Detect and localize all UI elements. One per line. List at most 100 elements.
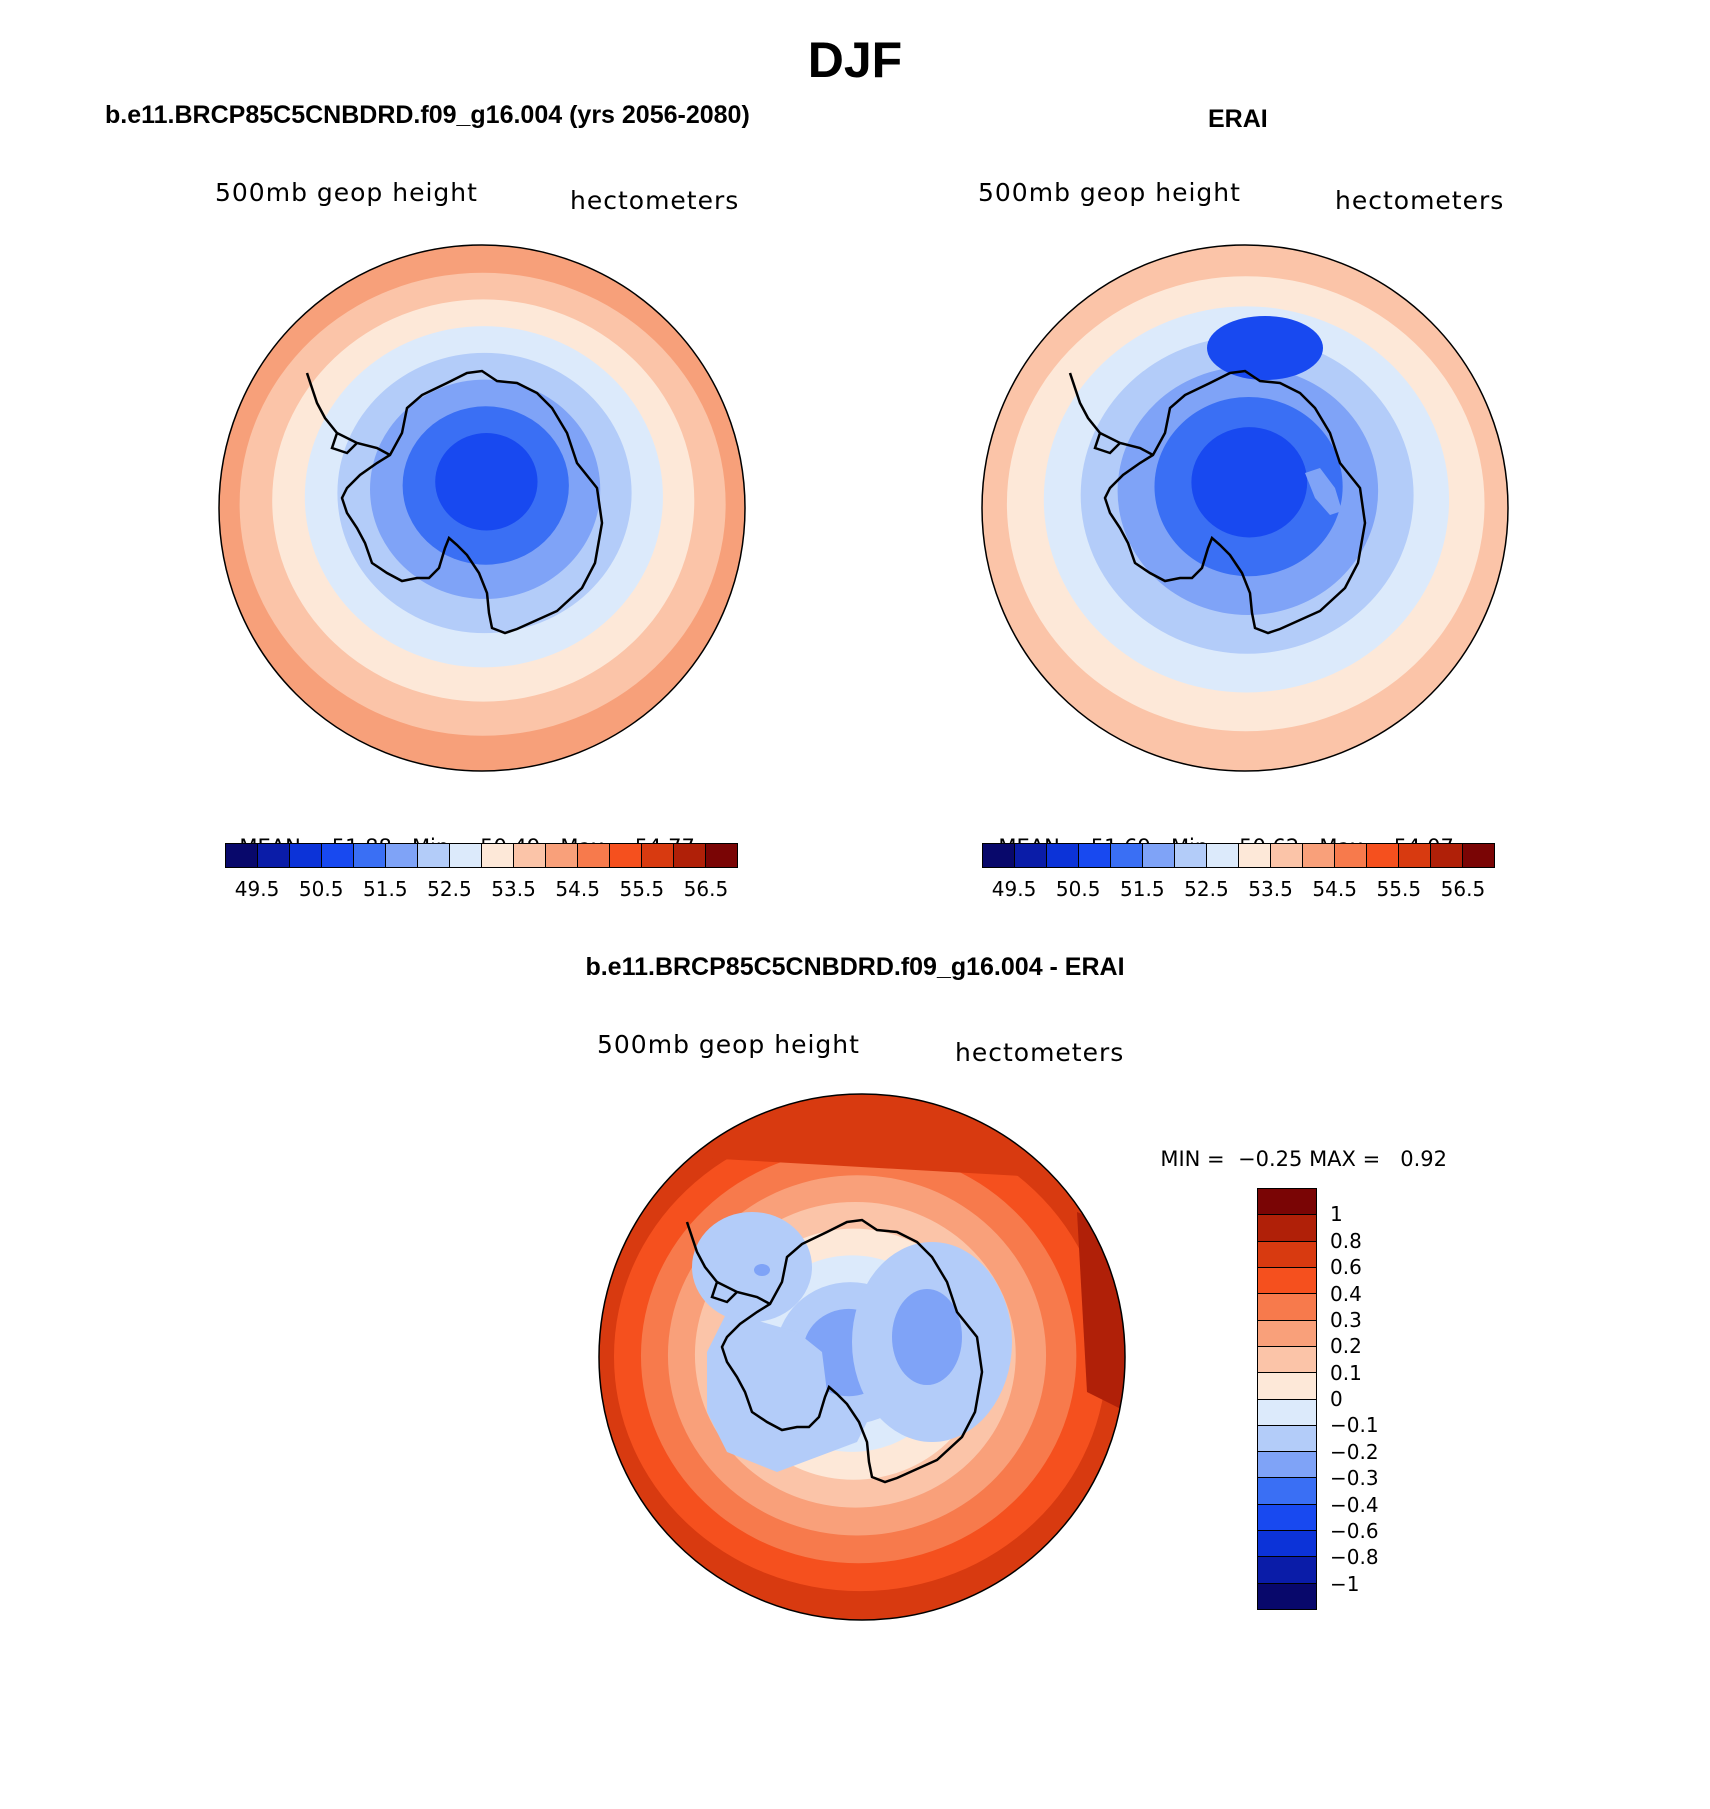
diff-max-value: 0.92 xyxy=(1400,1147,1448,1171)
colorbar-swatch xyxy=(1111,844,1143,867)
colorbar-swatch xyxy=(1258,1504,1316,1532)
colorbar-swatch xyxy=(1258,1478,1316,1505)
colorbar-tick-label: 0.2 xyxy=(1330,1334,1362,1359)
colorbar-swatch xyxy=(258,844,290,867)
colorbar-tick-label: 54.5 xyxy=(555,877,600,901)
diff-colorbar-ticks: 1 0.8 0.6 0.4 0.3 0.2 0.1 0 −0.1 −0.2 −0.3 −0.4 −0.6… xyxy=(1330,1188,1410,1610)
colorbar-tick-label: 56.5 xyxy=(683,877,729,901)
colorbar-tick-label: 50.5 xyxy=(298,877,344,901)
diff-polar-map xyxy=(598,1093,1126,1621)
colorbar-swatch xyxy=(1258,1452,1316,1479)
colorbar-swatch xyxy=(642,844,674,867)
obs-variable-label: 500mb geop height xyxy=(978,178,1241,207)
colorbar-swatch xyxy=(482,844,514,867)
diff-variable-label: 500mb geop height xyxy=(597,1030,860,1059)
colorbar-swatch xyxy=(1258,1320,1316,1347)
colorbar-tick-label: 55.5 xyxy=(1376,877,1422,901)
colorbar-tick-label: −0.1 xyxy=(1330,1413,1379,1438)
colorbar-swatch xyxy=(1399,844,1431,867)
colorbar-tick-label: 51.5 xyxy=(363,877,408,901)
colorbar-swatch xyxy=(1367,844,1399,867)
main-title: DJF xyxy=(807,32,903,88)
colorbar-swatch xyxy=(610,844,642,867)
colorbar-swatch xyxy=(1258,1241,1316,1268)
colorbar-tick-label: 0.8 xyxy=(1330,1228,1362,1253)
contour-band xyxy=(1191,427,1308,538)
colorbar-swatch xyxy=(1258,1399,1316,1426)
obs-colorbar-ticks: 49.5 50.5 51.5 52.5 53.5 54.5 55.5 56.5 xyxy=(982,877,1495,903)
colorbar-tick-label: −0.3 xyxy=(1330,1466,1379,1491)
colorbar-swatch xyxy=(1258,1557,1316,1584)
colorbar-swatch xyxy=(322,844,354,867)
obs-units-label: hectometers xyxy=(1335,186,1505,215)
colorbar-tick-label: 0.3 xyxy=(1330,1307,1362,1332)
diff-min-label: MIN = xyxy=(1160,1147,1225,1171)
colorbar-swatch xyxy=(386,844,418,867)
colorbar-swatch xyxy=(1258,1531,1316,1558)
colorbar-tick-label: −1 xyxy=(1330,1571,1360,1596)
colorbar-tick-label: 55.5 xyxy=(619,877,665,901)
colorbar-swatch xyxy=(450,844,482,867)
colorbar-swatch xyxy=(226,844,258,867)
model-panel-title: b.e11.BRCP85C5CNBDRD.f09_g16.004 (yrs 20… xyxy=(105,101,750,129)
model-units-label: hectometers xyxy=(570,186,740,215)
colorbar-tick-label: 56.5 xyxy=(1440,877,1486,901)
colorbar-tick-label: −0.8 xyxy=(1330,1545,1379,1570)
colorbar-swatch xyxy=(1207,844,1239,867)
colorbar-swatch xyxy=(1143,844,1175,867)
colorbar-tick-label: 49.5 xyxy=(234,877,280,901)
colorbar-tick-label: 0.4 xyxy=(1330,1281,1362,1306)
model-colorbar xyxy=(225,843,738,868)
model-colorbar-ticks: 49.5 50.5 51.5 52.5 53.5 54.5 55.5 56.5 xyxy=(225,877,738,903)
colorbar-swatch xyxy=(1271,844,1303,867)
colorbar-swatch xyxy=(354,844,386,867)
colorbar-tick-label: 53.5 xyxy=(491,877,536,901)
colorbar-tick-label: 1 xyxy=(1330,1202,1343,1227)
colorbar-swatch xyxy=(1258,1373,1316,1400)
colorbar-swatch xyxy=(290,844,322,867)
diff-units-label: hectometers xyxy=(955,1038,1125,1067)
colorbar-swatch xyxy=(1303,844,1335,867)
diff-panel-title: b.e11.BRCP85C5CNBDRD.f09_g16.004 - ERAI xyxy=(585,953,1125,981)
colorbar-swatch xyxy=(1015,844,1047,867)
colorbar-tick-label: 52.5 xyxy=(427,877,472,901)
diff-min-value: −0.25 xyxy=(1238,1147,1303,1171)
model-polar-map xyxy=(218,244,746,772)
colorbar-tick-label: 0 xyxy=(1330,1387,1343,1411)
colorbar-tick-label: 51.5 xyxy=(1120,877,1165,901)
contour-band xyxy=(435,433,538,531)
colorbar-swatch xyxy=(1335,844,1367,867)
colorbar-tick-label: 49.5 xyxy=(991,877,1037,901)
colorbar-swatch xyxy=(1431,844,1463,867)
model-variable-label: 500mb geop height xyxy=(215,178,478,207)
colorbar-tick-label: 53.5 xyxy=(1248,877,1293,901)
colorbar-tick-label: −0.6 xyxy=(1330,1518,1379,1543)
colorbar-tick-label: 54.5 xyxy=(1312,877,1357,901)
colorbar-tick-label: 0.1 xyxy=(1330,1360,1362,1385)
obs-colorbar xyxy=(982,843,1495,868)
diff-max-label: MAX = xyxy=(1309,1147,1381,1171)
colorbar-swatch xyxy=(1258,1267,1316,1295)
colorbar-swatch xyxy=(1175,844,1207,867)
obs-panel-title: ERAI xyxy=(1208,105,1268,133)
colorbar-tick-label: 52.5 xyxy=(1184,877,1229,901)
colorbar-swatch xyxy=(1258,1215,1316,1242)
colorbar-swatch xyxy=(514,844,546,867)
colorbar-swatch xyxy=(1258,1583,1316,1609)
colorbar-tick-label: 0.6 xyxy=(1330,1255,1362,1280)
colorbar-swatch xyxy=(1258,1346,1316,1374)
colorbar-swatch xyxy=(1079,844,1111,867)
colorbar-swatch xyxy=(706,844,737,867)
obs-polar-map xyxy=(981,244,1509,772)
diff-colorbar xyxy=(1257,1188,1317,1610)
colorbar-tick-label: −0.4 xyxy=(1330,1492,1379,1517)
colorbar-tick-label: 50.5 xyxy=(1055,877,1101,901)
colorbar-swatch xyxy=(578,844,610,867)
colorbar-tick-label: −0.2 xyxy=(1330,1439,1379,1464)
colorbar-swatch xyxy=(1258,1425,1316,1453)
colorbar-swatch xyxy=(1047,844,1079,867)
colorbar-swatch xyxy=(1258,1189,1316,1216)
colorbar-swatch xyxy=(546,844,578,867)
colorbar-swatch xyxy=(674,844,706,867)
colorbar-swatch xyxy=(983,844,1015,867)
